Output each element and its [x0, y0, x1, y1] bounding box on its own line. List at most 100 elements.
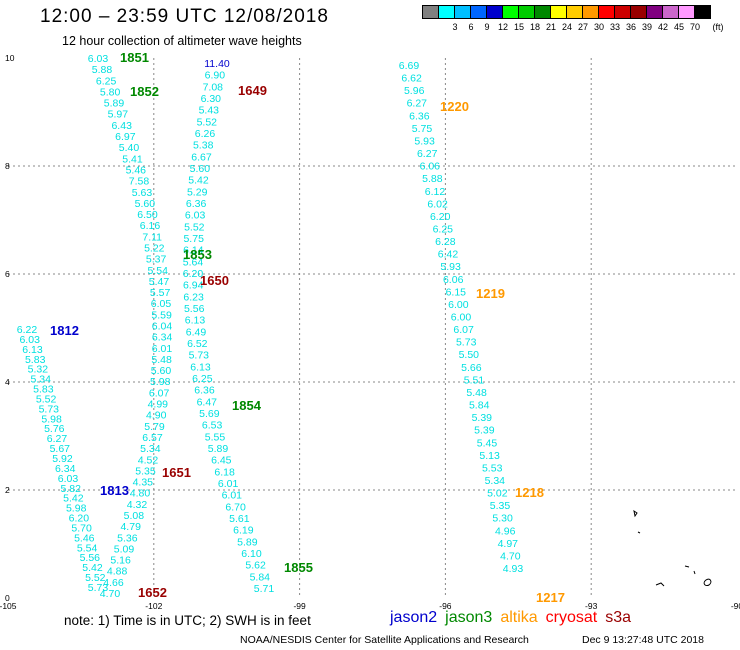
wave-height-value: 6.67	[191, 151, 212, 163]
wave-height-value: 6.03	[88, 53, 109, 65]
wave-height-value: 6.06	[420, 161, 441, 173]
wave-height-value: 5.96	[404, 85, 425, 97]
wave-height-value: 6.36	[409, 110, 430, 122]
wave-height-value: 6.42	[438, 249, 459, 261]
wave-height-value: 5.66	[461, 362, 482, 374]
wave-height-value: 5.83	[25, 354, 46, 366]
color-scale-tick: 45	[673, 22, 685, 32]
wave-height-value: 4.70	[100, 588, 121, 600]
wave-height-value: 5.57	[150, 287, 171, 299]
color-scale-tick: 30	[593, 22, 605, 32]
wave-height-value: 5.54	[77, 542, 98, 554]
wave-height-value: 5.61	[229, 513, 250, 525]
wave-height-value: 6.34	[152, 332, 173, 344]
wave-height-value: 5.76	[44, 423, 65, 435]
wave-height-value: 6.43	[111, 120, 132, 132]
wave-height-value: 5.93	[440, 261, 461, 273]
wave-height-value: 5.37	[146, 254, 167, 266]
wave-height-value: 5.48	[466, 387, 487, 399]
wave-height-value: 5.79	[144, 421, 165, 433]
wave-height-value: 6.50	[137, 209, 158, 221]
wave-height-value: 5.75	[183, 233, 204, 245]
pass-time-label: 1852	[130, 84, 159, 99]
wave-height-value: 6.10	[241, 548, 262, 560]
mission-legend-item: cryosat	[545, 609, 598, 626]
wave-height-value: 5.60	[135, 198, 156, 210]
wave-height-value: 5.97	[108, 109, 129, 121]
wave-height-value: 5.73	[88, 582, 109, 594]
color-scale-bar	[422, 5, 711, 19]
island-outline	[693, 570, 696, 575]
wave-height-value: 6.13	[190, 361, 211, 373]
wave-height-value: 5.88	[92, 64, 113, 76]
wave-height-value: 5.73	[456, 337, 477, 349]
latitude-tick-label: 10	[5, 53, 15, 63]
wave-height-value: 6.30	[201, 93, 222, 105]
wave-height-value: 6.13	[185, 315, 206, 327]
longitude-tick-label: -90	[731, 601, 740, 610]
wave-height-value: 6.57	[142, 432, 163, 444]
wave-height-value: 5.16	[110, 555, 131, 567]
wave-height-value: 6.70	[225, 501, 246, 513]
color-scale-tick: 21	[545, 22, 557, 32]
wave-height-value: 6.04	[152, 321, 173, 333]
wave-height-map: -105-102-99-96-93-9002468106.035.886.255…	[0, 50, 740, 610]
wave-height-value: 5.02	[487, 488, 508, 500]
color-scale-tick: 9	[484, 22, 490, 32]
wave-height-value: 7.58	[129, 176, 150, 188]
wave-height-value: 5.98	[41, 413, 62, 425]
wave-height-value: 5.22	[144, 243, 165, 255]
generation-timestamp: Dec 9 13:27:48 UTC 2018	[582, 634, 704, 646]
wave-height-value: 6.16	[140, 220, 161, 232]
pass-time-label: 1813	[100, 483, 129, 498]
wave-height-value: 5.52	[197, 116, 218, 128]
pass-time-label: 1652	[138, 585, 167, 600]
pass-time-label: 1217	[536, 590, 565, 605]
wave-height-value: 5.42	[63, 493, 84, 505]
wave-height-value: 5.71	[254, 583, 275, 595]
pass-time-label: 1218	[515, 485, 544, 500]
wave-height-value: 6.97	[115, 131, 136, 143]
wave-height-value: 6.34	[55, 463, 76, 475]
wave-height-value: 5.08	[124, 510, 145, 522]
latitude-tick-label: 0	[5, 593, 10, 603]
wave-height-value: 6.52	[187, 338, 208, 350]
pass-time-label: 1851	[120, 50, 149, 65]
wave-height-value: 5.98	[150, 376, 171, 388]
wave-height-value: 4.52	[138, 454, 159, 466]
wave-height-value: 5.42	[82, 562, 103, 574]
wave-height-value: 5.56	[80, 552, 101, 564]
pass-time-label: 1855	[284, 560, 313, 575]
wave-height-value: 5.43	[199, 105, 220, 117]
wave-height-value: 5.30	[492, 513, 513, 525]
color-scale-tick: 36	[625, 22, 637, 32]
wave-height-value: 5.34	[485, 475, 506, 487]
wave-height-value: 5.67	[50, 443, 71, 455]
wave-height-value: 5.56	[184, 303, 205, 315]
wave-height-value: 6.26	[195, 128, 216, 140]
wave-height-value: 5.47	[149, 276, 170, 288]
pass-time-label: 1854	[232, 398, 262, 413]
longitude-tick-label: -96	[439, 601, 452, 610]
color-scale-tick: 12	[497, 22, 509, 32]
wave-height-value: 6.47	[197, 396, 218, 408]
color-scale-tick: 27	[577, 22, 589, 32]
wave-height-value: 6.03	[58, 473, 79, 485]
wave-height-value: 6.25	[192, 373, 213, 385]
wave-height-value: 5.92	[52, 453, 73, 465]
wave-height-value: 6.25	[433, 224, 454, 236]
wave-height-value: 6.03	[185, 210, 206, 222]
wave-height-value: 5.36	[117, 532, 138, 544]
wave-height-value: 5.41	[122, 153, 143, 165]
wave-height-value: 5.84	[250, 571, 271, 583]
wave-height-value: 5.59	[151, 309, 172, 321]
mission-legend-item: jason2	[390, 609, 438, 626]
wave-height-value: 5.64	[183, 256, 204, 268]
pass-time-label: 1812	[50, 323, 79, 338]
mission-legend-item: jason3	[445, 609, 493, 626]
wave-height-value: 6.36	[194, 385, 215, 397]
wave-height-value: 5.83	[33, 384, 54, 396]
wave-height-value: 4.80	[130, 488, 151, 500]
wave-height-value: 6.18	[214, 466, 235, 478]
wave-height-value: 6.01	[152, 343, 173, 355]
